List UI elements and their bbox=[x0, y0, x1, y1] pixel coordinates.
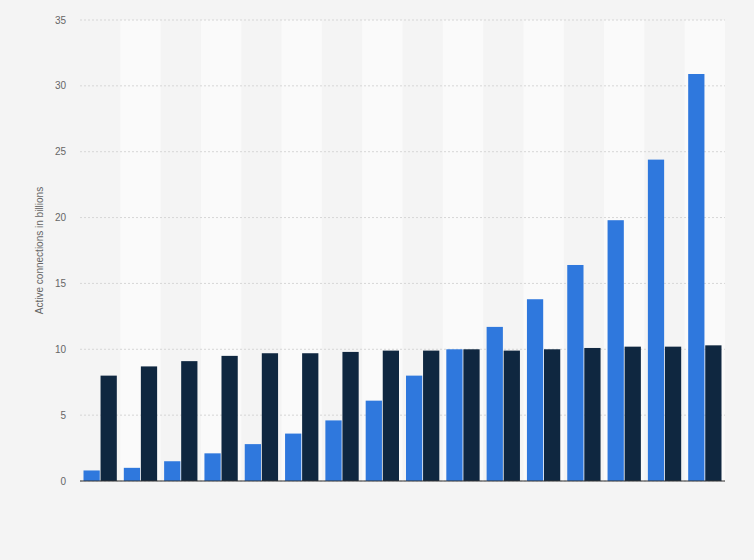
bar bbox=[446, 349, 462, 481]
bar bbox=[285, 434, 301, 481]
bar bbox=[204, 453, 220, 481]
bar bbox=[141, 366, 157, 481]
bar bbox=[164, 461, 180, 481]
bar bbox=[325, 420, 341, 481]
bar bbox=[648, 160, 664, 481]
bar bbox=[608, 220, 624, 481]
band bbox=[120, 20, 160, 481]
bar bbox=[124, 468, 140, 481]
bars bbox=[84, 74, 722, 481]
bar bbox=[101, 376, 117, 481]
band bbox=[282, 20, 322, 481]
y-tick-label: 15 bbox=[55, 278, 67, 289]
grid-line bbox=[80, 217, 725, 218]
bar bbox=[504, 351, 520, 481]
grid-line bbox=[80, 20, 725, 21]
bar bbox=[567, 265, 583, 481]
bar bbox=[342, 352, 358, 481]
bar bbox=[383, 351, 399, 481]
bar bbox=[221, 356, 237, 481]
bar bbox=[544, 349, 560, 481]
y-tick-label: 5 bbox=[60, 410, 66, 421]
bar bbox=[463, 349, 479, 481]
y-tick-label: 10 bbox=[55, 344, 67, 355]
bar bbox=[245, 444, 261, 481]
grid-line bbox=[80, 283, 725, 284]
bar bbox=[688, 74, 704, 481]
bar bbox=[584, 348, 600, 481]
background bbox=[0, 0, 754, 560]
bar bbox=[406, 376, 422, 481]
x-axis-line bbox=[80, 481, 725, 482]
bar bbox=[527, 299, 543, 481]
band bbox=[201, 20, 241, 481]
y-tick-label: 30 bbox=[55, 80, 67, 91]
bar bbox=[625, 347, 641, 481]
band bbox=[362, 20, 402, 481]
bar bbox=[366, 401, 382, 481]
y-tick-label: 35 bbox=[55, 15, 67, 26]
bar bbox=[84, 470, 100, 481]
band bbox=[685, 20, 725, 481]
y-tick-label: 25 bbox=[55, 146, 67, 157]
grid-line bbox=[80, 481, 725, 482]
grid-line bbox=[80, 85, 725, 86]
band bbox=[604, 20, 644, 481]
bar bbox=[181, 361, 197, 481]
y-tick-label: 0 bbox=[60, 476, 66, 487]
bar bbox=[487, 327, 503, 481]
bar bbox=[262, 353, 278, 481]
grid-line bbox=[80, 151, 725, 152]
bar bbox=[423, 351, 439, 481]
chart: 0 5 10 15 20 25 30 35 Active connections in bill… bbox=[0, 0, 754, 560]
bar bbox=[705, 345, 721, 481]
bar bbox=[302, 353, 318, 481]
y-tick-label: 20 bbox=[55, 212, 67, 223]
band bbox=[443, 20, 483, 481]
y-axis-label: Active connections in billions bbox=[34, 187, 45, 314]
band bbox=[523, 20, 563, 481]
bar bbox=[665, 347, 681, 481]
